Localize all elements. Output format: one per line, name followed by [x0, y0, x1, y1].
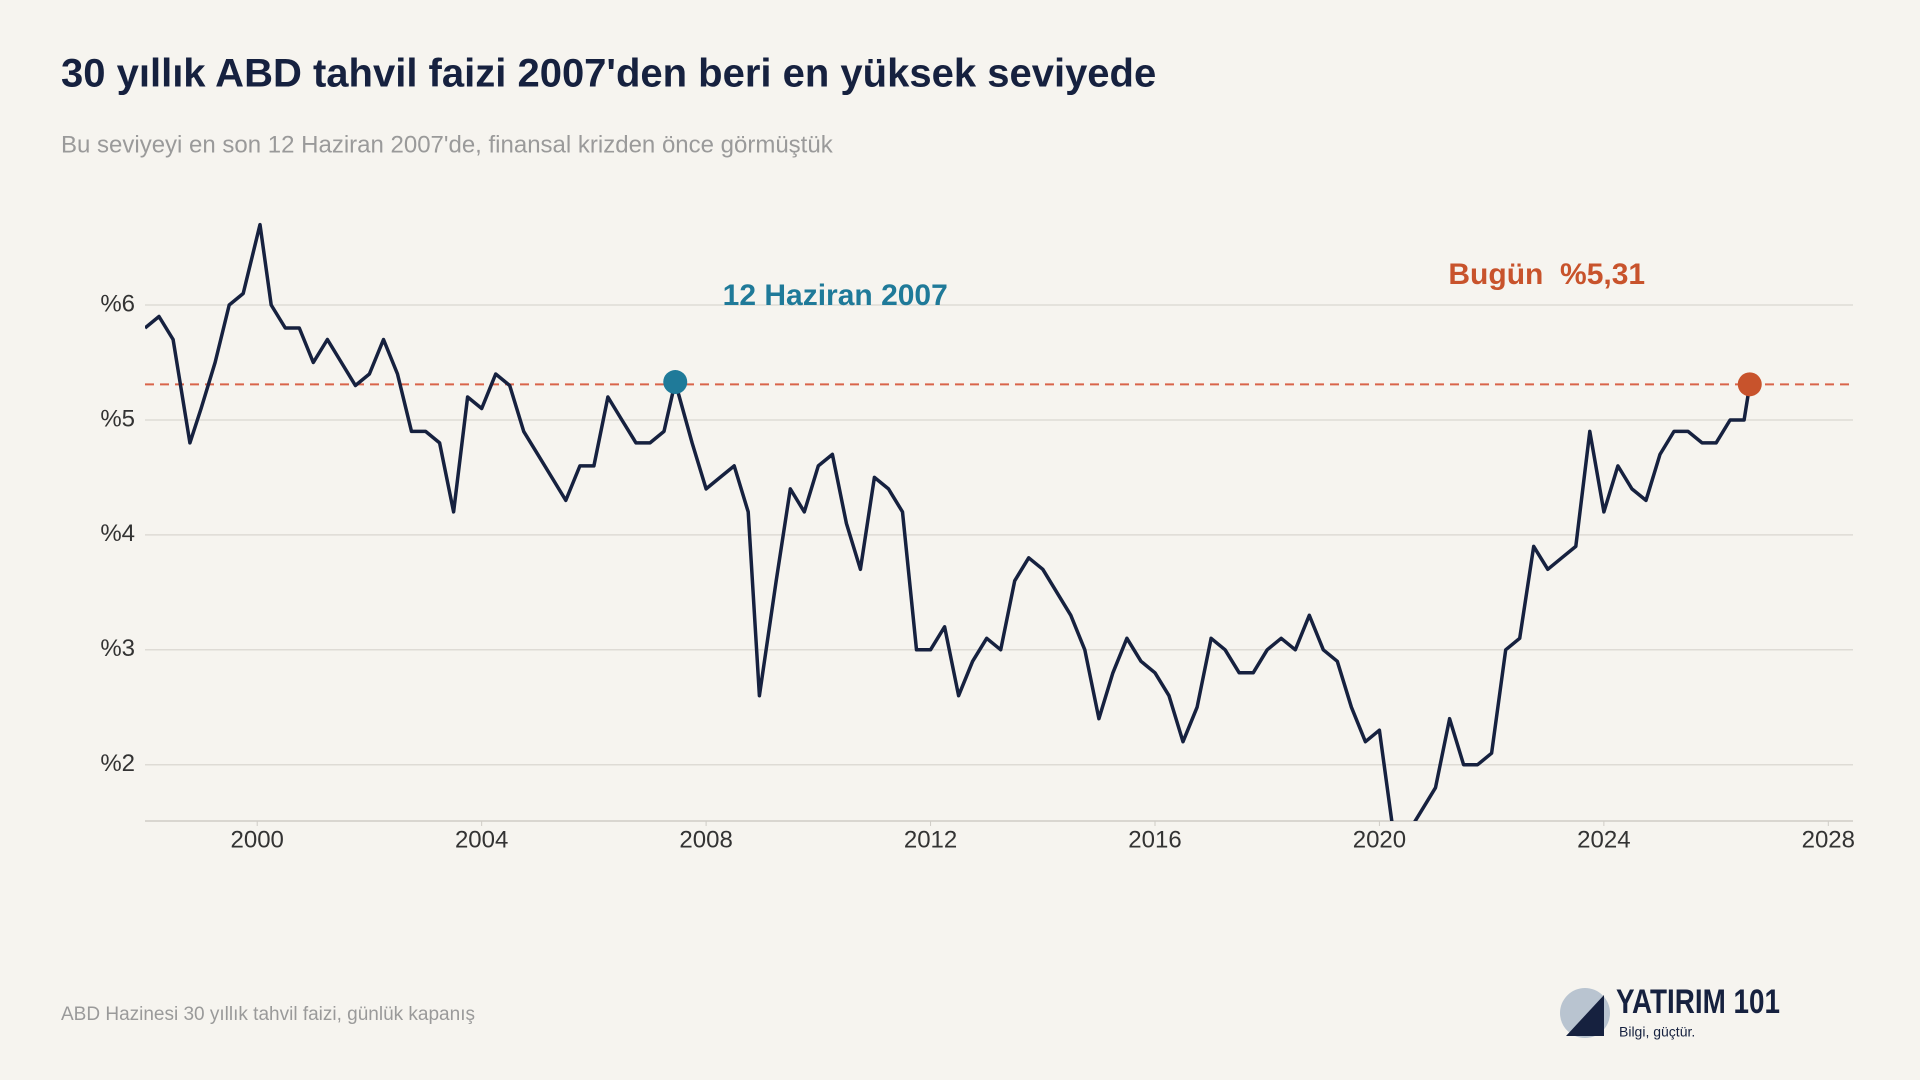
annotation-point	[663, 370, 688, 395]
x-tick-label: 2020	[1353, 826, 1406, 853]
chart-title: 30 yıllık ABD tahvil faizi 2007'den beri…	[61, 52, 1156, 96]
logo-icon-mark	[1566, 995, 1604, 1036]
chart-subtitle: Bu seviyeyi en son 12 Haziran 2007'de, f…	[61, 131, 834, 158]
logo-tagline: Bilgi, güçtür.	[1619, 1024, 1695, 1040]
line-series	[145, 222, 1752, 821]
annotation-label: Bugün %5,31	[1448, 258, 1645, 291]
logo-name: YATIRIM 101	[1616, 983, 1780, 1021]
x-tick-label: 2016	[1128, 826, 1181, 853]
plot	[145, 222, 1752, 821]
annotation-point	[1737, 372, 1762, 397]
x-tick-label: 2004	[455, 826, 508, 853]
y-tick-label: %4	[100, 520, 135, 547]
x-tick-label: 2024	[1577, 826, 1630, 853]
x-tick-label: 2000	[231, 826, 284, 853]
y-tick-label: %6	[100, 290, 135, 317]
x-tick-label: 2012	[904, 826, 957, 853]
x-tick-label: 2008	[679, 826, 732, 853]
y-tick-label: %5	[100, 405, 135, 432]
source: ABD Hazinesi 30 yıllık tahvil faizi, gün…	[61, 1004, 475, 1025]
x-tick-label: 2028	[1802, 826, 1855, 853]
y-tick-label: %3	[100, 635, 135, 662]
logo: YATIRIM 101 Bilgi, güçtür.	[1560, 983, 1780, 1040]
y-tick-label: %2	[100, 750, 135, 777]
annotation-label: 12 Haziran 2007	[723, 279, 948, 312]
